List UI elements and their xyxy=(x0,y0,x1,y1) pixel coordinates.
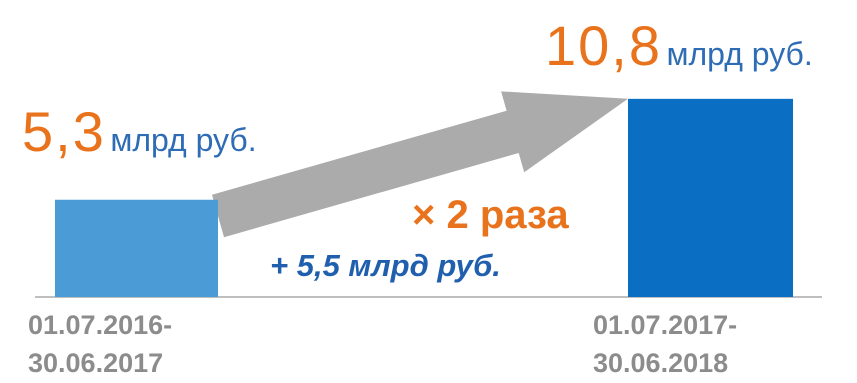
category-label-2-line-2: 30.06.2018 xyxy=(593,348,729,378)
bar-value-label-2: 10,8 млрд руб. xyxy=(545,18,813,74)
bar-2017-2018 xyxy=(628,98,793,297)
category-label-1-line-1: 01.07.2016- xyxy=(28,310,173,340)
difference-annotation: + 5,5 млрд руб. xyxy=(270,248,501,283)
bar-value-number-1: 5,3 xyxy=(22,100,106,163)
bar-value-label-1: 5,3 млрд руб. xyxy=(22,104,257,160)
bar-value-number-2: 10,8 xyxy=(545,14,662,77)
bar-2016-2017 xyxy=(55,199,218,297)
multiplier-annotation: × 2 раза xyxy=(412,193,569,237)
category-label-2: 01.07.2017- 30.06.2018 xyxy=(593,306,737,382)
category-label-1: 01.07.2016- 30.06.2017 xyxy=(28,306,172,382)
growth-arrow xyxy=(212,91,628,238)
category-label-1-line-2: 30.06.2017 xyxy=(28,348,164,378)
bar-value-unit-2: млрд руб. xyxy=(666,36,813,72)
category-label-2-line-1: 01.07.2017- xyxy=(593,310,738,340)
bar-value-unit-1: млрд руб. xyxy=(110,122,257,158)
